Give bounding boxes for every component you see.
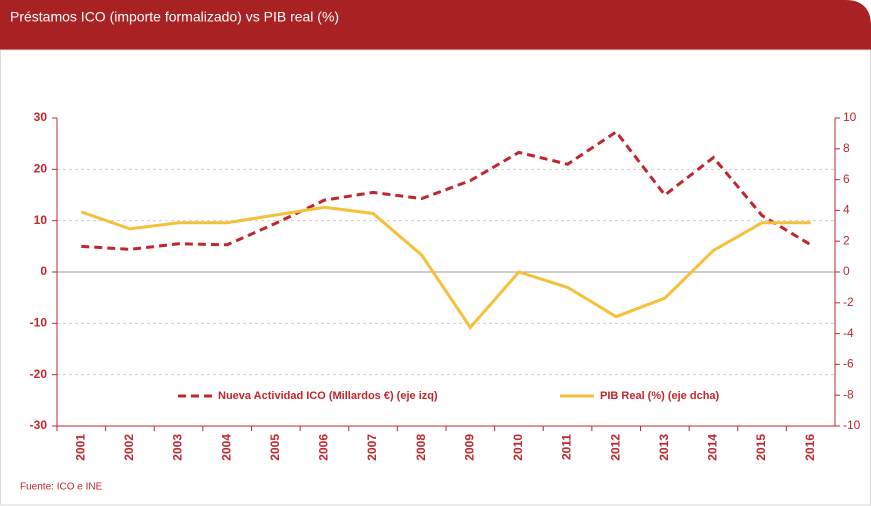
- y-tick-label: 0: [40, 264, 47, 278]
- x-tick-label: 2012: [608, 434, 622, 461]
- y-tick-label: 20: [34, 162, 48, 176]
- x-tick-label: 2006: [317, 434, 331, 461]
- legend-label: Nueva Actividad ICO (Millardos €) (eje i…: [218, 390, 438, 402]
- source-note: Fuente: ICO e INE: [20, 482, 103, 493]
- x-tick-label: 2014: [706, 434, 720, 461]
- y2-tick-label: -8: [843, 387, 854, 401]
- y2-tick-label: -4: [843, 326, 854, 340]
- y2-tick-label: 10: [843, 110, 857, 124]
- series-line: [81, 129, 812, 251]
- y-tick-label: -20: [30, 367, 48, 381]
- x-tick-label: 2008: [414, 434, 428, 461]
- x-tick-label: 2004: [219, 434, 233, 461]
- x-tick-label: 2016: [803, 434, 817, 461]
- x-tick-label: 2007: [365, 434, 379, 461]
- header-bar: [0, 0, 871, 50]
- y2-tick-label: -6: [843, 357, 854, 371]
- chart-title: Préstamos ICO (importe formalizado) vs P…: [10, 9, 339, 25]
- y-tick-label: 10: [34, 213, 48, 227]
- y-tick-label: 30: [34, 110, 48, 124]
- y-tick-label: -30: [30, 418, 48, 432]
- y-tick-label: -10: [30, 316, 48, 330]
- y2-tick-label: 0: [843, 264, 850, 278]
- x-tick-label: 2015: [754, 434, 768, 461]
- x-tick-label: 2002: [122, 434, 136, 461]
- series-line: [80, 205, 811, 330]
- x-tick-label: 2010: [511, 434, 525, 461]
- y2-tick-label: 6: [843, 172, 850, 186]
- x-tick-label: 2003: [171, 434, 185, 461]
- y2-tick-label: 8: [843, 141, 850, 155]
- x-tick-label: 2011: [560, 434, 574, 460]
- x-tick-label: 2009: [462, 434, 476, 461]
- x-tick-label: 2013: [657, 434, 671, 461]
- y2-tick-label: -10: [843, 418, 861, 432]
- x-tick-label: 2001: [73, 434, 87, 461]
- y2-tick-label: 2: [843, 233, 850, 247]
- y2-tick-label: -2: [843, 295, 854, 309]
- legend-label: PIB Real (%) (eje dcha): [600, 390, 720, 402]
- y2-tick-label: 4: [843, 203, 850, 217]
- x-tick-label: 2005: [268, 434, 282, 461]
